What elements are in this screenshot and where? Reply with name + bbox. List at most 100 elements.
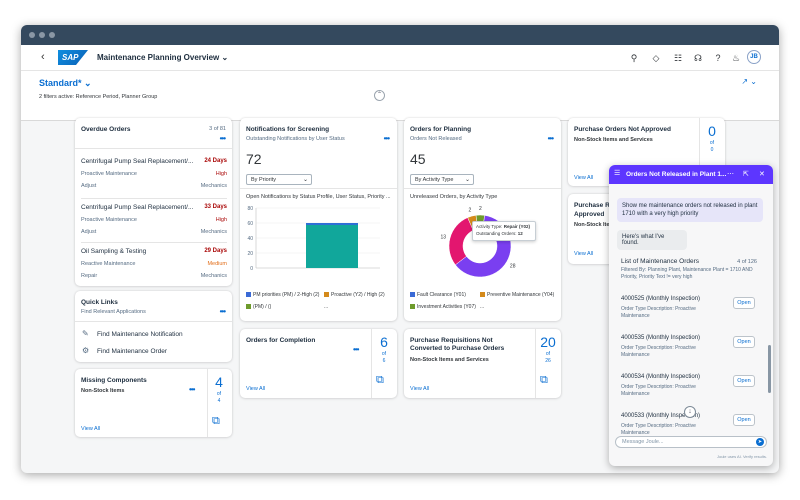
view-all-link[interactable]: View All	[410, 386, 430, 392]
send-icon[interactable]: ➤	[756, 438, 764, 446]
collapse-header-button[interactable]: ⌃	[374, 90, 385, 101]
list-item[interactable]: Centrifugal Pump Seal Replacement/... 24…	[81, 158, 227, 198]
filters-summary: 2 filters active: Reference Period, Plan…	[39, 94, 158, 100]
legend-entry: Proactive (Y2) / High (2)	[324, 292, 385, 298]
legend-entry: Fault Clearance (Y01)	[410, 292, 466, 298]
order-type: Reactive Maintenance	[81, 261, 136, 267]
view-all-link[interactable]: View All	[574, 251, 594, 257]
activity-type-select[interactable]: By Activity Type ⌄	[410, 174, 474, 185]
card-subtitle: Find Relevant Applications	[81, 309, 146, 315]
chevron-down-icon: ⌄	[464, 177, 470, 183]
y-tick-label: 20	[247, 251, 253, 257]
card-title: Notifications for Screening	[246, 126, 330, 133]
orders-planning-card[interactable]: Orders for Planning Orders Not Released …	[404, 118, 561, 321]
back-arrow-icon[interactable]: ‹	[41, 51, 45, 63]
scroll-down-icon[interactable]: ↓	[684, 406, 696, 418]
bar[interactable]	[306, 223, 358, 268]
more-options-icon[interactable]: •••	[219, 307, 226, 316]
open-button[interactable]: Open	[733, 414, 755, 426]
variant-selector[interactable]: Standard* ⌄	[39, 78, 92, 89]
legend-swatch	[480, 292, 485, 297]
stack-icon[interactable]: ⧉	[376, 374, 384, 386]
quick-link-find-order[interactable]: Find Maintenance Order	[97, 348, 168, 355]
shell-bar: ‹ SAP Maintenance Planning Overview ⌄ ⚲ …	[21, 45, 779, 71]
menu-icon[interactable]: ☰	[614, 170, 621, 177]
order-item-desc: Order Type Description: Proactive Mainte…	[621, 423, 696, 436]
stack-icon[interactable]: ⧉	[212, 415, 220, 427]
close-icon[interactable]: ✕	[759, 171, 765, 178]
divider	[75, 321, 232, 322]
more-options-icon[interactable]: ⋯	[727, 171, 734, 178]
order-item-title[interactable]: 4000533 (Monthly Inspection)	[621, 413, 701, 419]
window-dot-icon[interactable]	[29, 32, 35, 38]
list-item[interactable]: Oil Sampling & Testing 29 Days Reactive …	[81, 248, 227, 286]
list-item[interactable]: Centrifugal Pump Seal Replacement/... 33…	[81, 204, 227, 244]
chart-title: Open Notifications by Status Profile, Us…	[246, 194, 391, 200]
overdue-orders-card[interactable]: Overdue Orders 3 of 81 ••• Centrifugal P…	[75, 118, 232, 286]
legend-swatch	[410, 304, 415, 309]
joule-panel: ☰ Orders Not Released in Plant 1... ⋯ ⇱ …	[609, 165, 773, 466]
purchase-requisitions-card[interactable]: Purchase Requisitions Not Converted to P…	[404, 329, 561, 398]
orders-completion-card[interactable]: Orders for Completion ••• View All 6 of …	[240, 329, 397, 398]
slice-label: 28	[510, 263, 516, 269]
card-title: Quick Links	[81, 299, 118, 306]
chevron-down-icon: ⌄	[84, 78, 92, 88]
list-title: List of Maintenance Orders	[621, 258, 700, 265]
view-all-link[interactable]: View All	[574, 175, 594, 181]
pie-slice[interactable]	[448, 217, 474, 266]
divider	[371, 329, 372, 398]
notification-inbox-icon[interactable]: ☷	[673, 53, 683, 63]
app-title[interactable]: Maintenance Planning Overview ⌄	[97, 53, 228, 62]
order-item-desc: Order Type Description: Proactive Mainte…	[621, 345, 696, 358]
order-item-title[interactable]: 4000525 (Monthly Inspection)	[621, 296, 701, 302]
scrollbar[interactable]	[768, 345, 771, 393]
window-dot-icon[interactable]	[49, 32, 55, 38]
slice-label: 2	[469, 207, 472, 213]
open-button[interactable]: Open	[733, 297, 755, 309]
order-item-title[interactable]: 4000535 (Monthly Inspection)	[621, 335, 701, 341]
app-title-text: Maintenance Planning Overview	[97, 53, 220, 62]
legend-entry: Investment Activities (Y07)	[410, 304, 476, 310]
missing-components-card[interactable]: Missing Components Non-Stock Items ••• V…	[75, 369, 232, 437]
message-input[interactable]: Message Joule... ➤	[615, 436, 767, 448]
slice-label: 2	[479, 206, 482, 212]
more-options-icon[interactable]: •••	[189, 385, 195, 394]
open-button[interactable]: Open	[733, 375, 755, 387]
headset-icon[interactable]: ☊	[694, 53, 702, 63]
card-subtitle: Non-Stock Items	[81, 388, 125, 394]
view-all-link[interactable]: View All	[81, 426, 101, 432]
more-options-icon[interactable]: •••	[383, 134, 390, 143]
notification-icon: ✎	[82, 329, 89, 338]
kpi-number: 6	[380, 334, 388, 350]
kpi-total: 6	[382, 358, 386, 364]
view-all-link[interactable]: View All	[246, 386, 266, 392]
kpi-value: 72	[246, 151, 262, 167]
sap-logo[interactable]: SAP	[58, 50, 88, 65]
quick-link-find-notification[interactable]: Find Maintenance Notification	[97, 331, 183, 338]
more-options-icon[interactable]: •••	[547, 134, 554, 143]
order-icon: ⚙	[82, 346, 90, 355]
legend-more: ...	[480, 304, 485, 310]
open-button[interactable]: Open	[733, 336, 755, 348]
order-item-title[interactable]: 4000534 (Monthly Inspection)	[621, 374, 701, 380]
more-options-icon[interactable]: •••	[353, 345, 359, 354]
avatar[interactable]: JB	[747, 50, 761, 64]
bell-icon[interactable]: ♨	[731, 53, 741, 63]
kpi-of-label: of	[216, 391, 222, 397]
priority-select[interactable]: By Priority ⌄	[246, 174, 312, 185]
more-options-icon[interactable]: •••	[219, 134, 226, 143]
kpi-of-label: of	[709, 140, 715, 146]
help-icon[interactable]: ?	[715, 53, 721, 63]
notifications-card[interactable]: Notifications for Screening Outstanding …	[240, 118, 397, 321]
order-priority: High	[215, 217, 227, 223]
expand-icon[interactable]: ⇱	[743, 171, 749, 178]
joule-diamond-icon[interactable]: ◇	[652, 53, 660, 63]
window-dot-icon[interactable]	[39, 32, 45, 38]
quick-links-card[interactable]: Quick Links Find Relevant Applications •…	[75, 291, 232, 362]
kpi-total: 26	[545, 358, 551, 364]
search-icon[interactable]: ⚲	[630, 53, 638, 63]
share-icon[interactable]: ↗ ⌄	[741, 77, 757, 86]
stack-icon[interactable]: ⧉	[540, 374, 548, 386]
order-activity: Adjust	[81, 183, 97, 189]
card-title: Orders for Planning	[410, 126, 472, 133]
